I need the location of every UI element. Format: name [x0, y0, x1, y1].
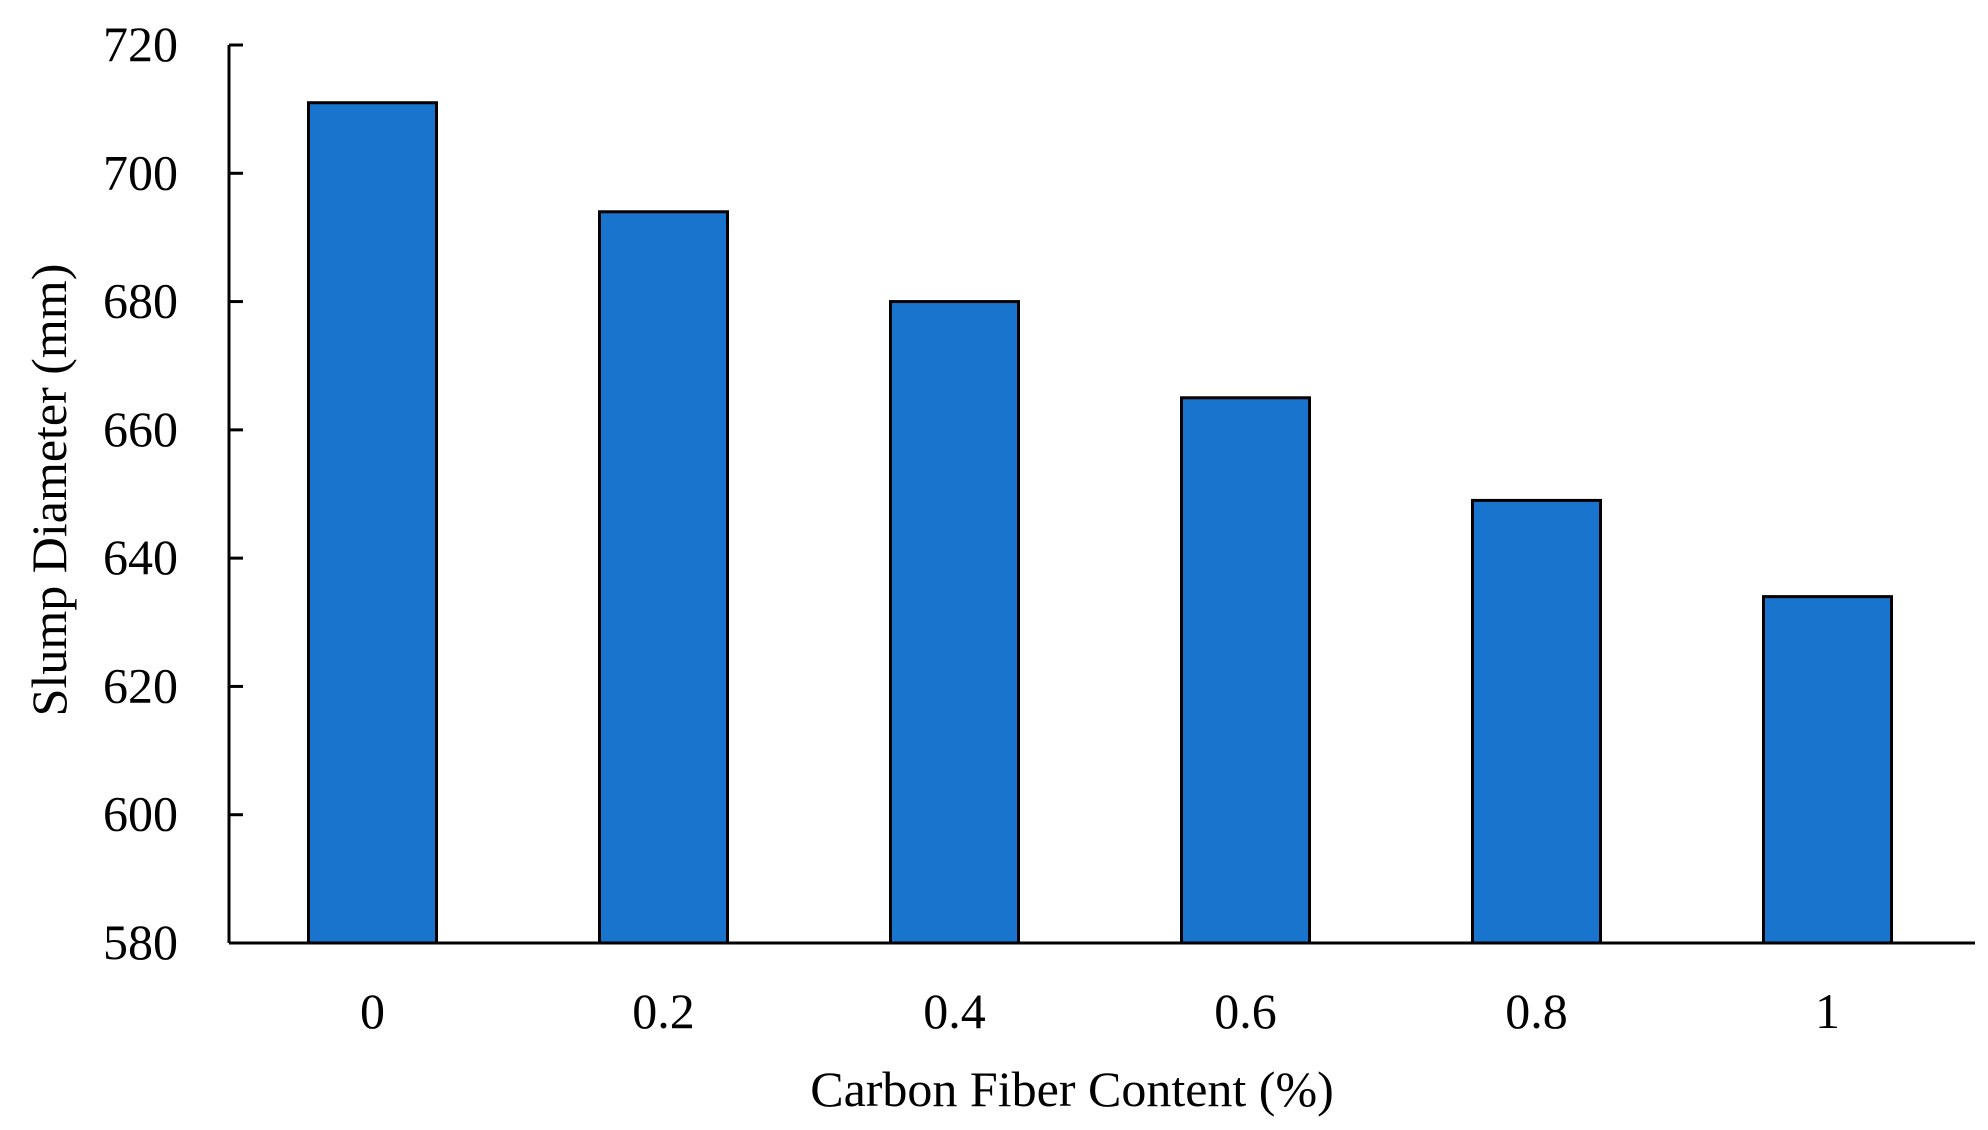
y-axis-ticks: 580 600 620 640 660 680 700 720	[103, 16, 243, 970]
x-tick-label: 0.6	[1214, 983, 1277, 1039]
x-tick-label: 0.2	[632, 983, 695, 1039]
bar-2	[889, 300, 1020, 945]
y-tick-label: 640	[103, 529, 178, 585]
y-tick-label: 660	[103, 401, 178, 457]
bar-5	[1762, 595, 1893, 945]
x-tick-label: 0	[360, 983, 385, 1039]
y-axis-title: Slump Diameter (mm)	[21, 264, 77, 717]
bar-1	[598, 210, 729, 945]
y-tick-label: 700	[103, 144, 178, 200]
x-axis-ticks: 0 0.2 0.4 0.6 0.8 1	[360, 983, 1840, 1039]
y-tick-label: 580	[103, 914, 178, 970]
y-tick-label: 680	[103, 273, 178, 329]
y-tick-label: 600	[103, 786, 178, 842]
bars-group	[307, 101, 1893, 945]
y-tick-label: 720	[103, 16, 178, 72]
x-tick-label: 0.8	[1505, 983, 1568, 1039]
x-axis-title: Carbon Fiber Content (%)	[810, 1061, 1334, 1117]
bar-4	[1471, 498, 1602, 945]
x-tick-label: 1	[1815, 983, 1840, 1039]
bar-0	[307, 101, 438, 945]
bar-3	[1180, 396, 1311, 945]
y-tick-label: 620	[103, 657, 178, 713]
x-tick-label: 0.4	[923, 983, 986, 1039]
